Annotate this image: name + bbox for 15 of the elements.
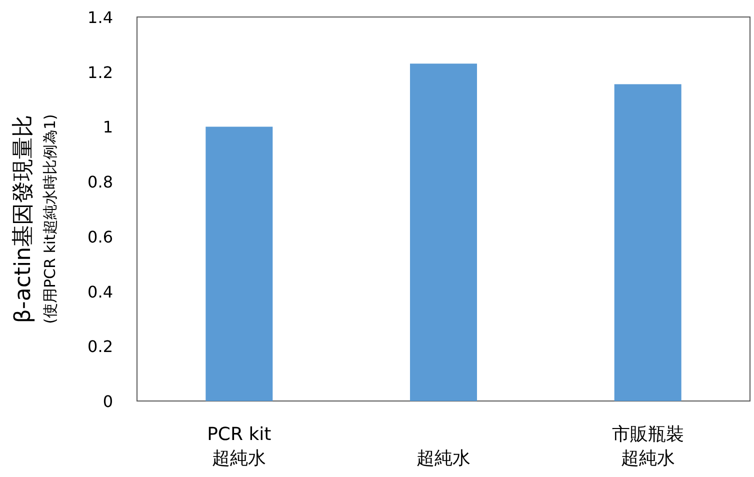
y-tick-label: 0.6 xyxy=(88,227,113,246)
y-axis-title: β-actin基因發現量比 (使用PCR kit超純水時比例為1) xyxy=(11,114,59,324)
y-tick-label: 1.4 xyxy=(88,8,113,27)
y-tick-label: 1.2 xyxy=(88,62,113,82)
x-tick-label: 市販瓶裝超純水 xyxy=(610,423,685,471)
y-tick-label: 1 xyxy=(102,118,113,137)
x-tick-label: PCR kit 超純水 xyxy=(206,423,272,471)
bar xyxy=(614,84,682,401)
bar xyxy=(206,126,273,401)
y-tick-label: 0.8 xyxy=(88,172,113,192)
y-tick-label: 0.4 xyxy=(88,282,113,302)
y-tick-label: 0 xyxy=(102,392,113,411)
x-tick-label: 超純水 xyxy=(416,447,472,471)
y-tick-label: 0.2 xyxy=(88,337,113,356)
bar xyxy=(410,64,477,401)
